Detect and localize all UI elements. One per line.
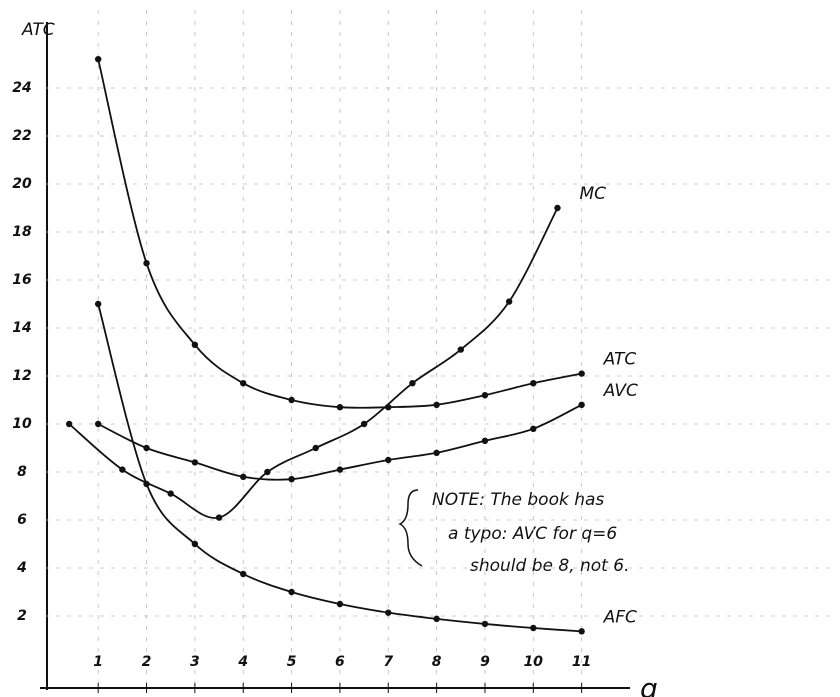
point [240,380,246,386]
point [95,301,101,307]
point [264,469,270,475]
point [216,514,222,520]
point [288,589,294,595]
point [119,466,125,472]
point [385,404,391,410]
point [506,298,512,304]
chart: ATC q NOTE: The book has a typo: AVC for… [0,0,840,697]
point [337,601,343,607]
point [240,571,246,577]
x-tick-label: 6 [335,654,345,670]
point [240,474,246,480]
point [409,380,415,386]
point [578,370,584,376]
x-tick-label: 5 [287,654,297,670]
y-tick-label: 22 [12,128,31,144]
y-tick-label: 10 [12,416,32,432]
point [530,380,536,386]
point [288,476,294,482]
point [361,421,367,427]
x-tick-label: 7 [383,654,393,670]
y-tick-label: 24 [12,80,31,96]
point [288,397,294,403]
y-tick-label: 20 [12,176,32,192]
annotation: a typo: AVC for q=6 [448,524,617,544]
point [433,616,439,622]
point [95,421,101,427]
series-label: AVC [603,381,638,401]
point [482,392,488,398]
point [554,205,560,211]
x-tick-label: 9 [480,654,490,670]
y-tick-label: 12 [12,368,31,384]
point [578,628,584,634]
point [66,421,72,427]
point [337,404,343,410]
point [192,342,198,348]
x-tick-label: 11 [572,654,591,670]
point [482,621,488,627]
point [385,457,391,463]
y-tick-label: 14 [12,320,31,336]
point [482,438,488,444]
point [458,346,464,352]
point [143,445,149,451]
y-tick-label: 6 [17,512,27,528]
x-tick-label: 1 [93,654,103,670]
point [433,450,439,456]
y-tick-label: 4 [16,560,27,576]
x-tick-label: 2 [142,654,152,670]
point [313,445,319,451]
x-axis-label: q [640,672,658,697]
point [433,402,439,408]
point [192,459,198,465]
brace [400,490,422,566]
y-tick-label: 2 [17,608,27,624]
series-label: MC [579,184,606,204]
point [143,260,149,266]
x-tick-label: 3 [190,654,200,670]
series-label: AFC [603,607,637,627]
annotation: NOTE: The book has [432,490,604,510]
y-tick-label: 16 [12,272,32,288]
point [337,466,343,472]
x-tick-label: 8 [432,654,442,670]
series-label: ATC [603,350,637,370]
point [143,481,149,487]
x-tick-label: 4 [237,654,248,670]
point [192,541,198,547]
annotation: should be 8, not 6. [470,556,629,576]
point [385,609,391,615]
x-tick-label: 10 [524,654,544,670]
y-axis-label: ATC [21,20,55,40]
y-tick-label: 8 [17,464,27,480]
point [168,490,174,496]
point [95,56,101,62]
point [530,625,536,631]
point [578,402,584,408]
point [530,426,536,432]
y-tick-label: 18 [12,224,32,240]
